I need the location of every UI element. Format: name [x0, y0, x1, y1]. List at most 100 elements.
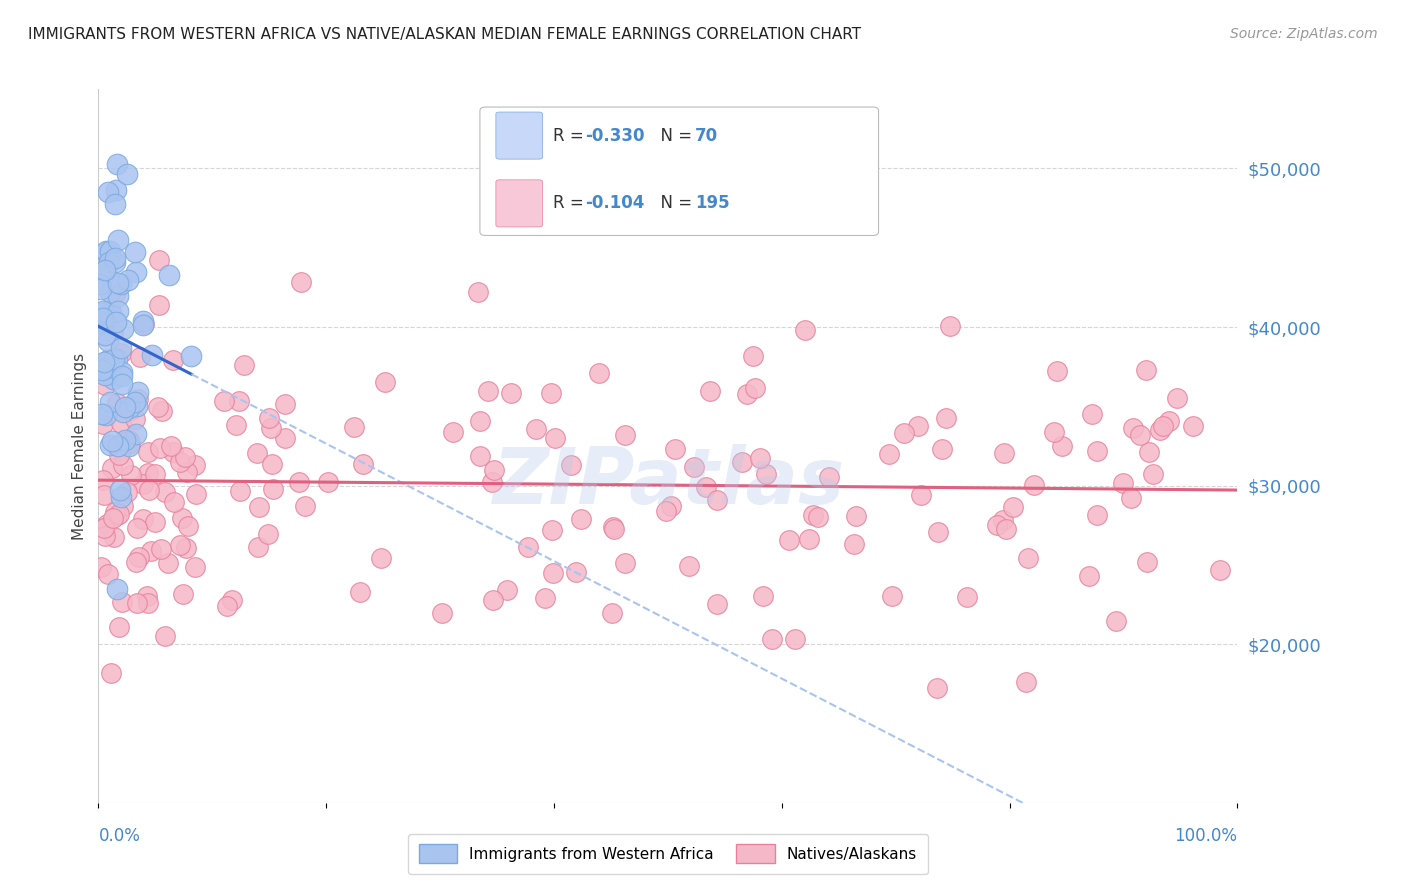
Point: [103, 325, 125, 339]
Point: [132, 314, 155, 328]
Point: [107, 448, 129, 462]
Point: [97, 567, 120, 582]
Point: [104, 196, 127, 211]
Point: [995, 523, 1018, 537]
Point: [148, 253, 170, 268]
Point: [157, 268, 180, 283]
Point: [1137, 445, 1160, 459]
Point: [103, 352, 125, 367]
FancyBboxPatch shape: [479, 107, 879, 235]
Point: [108, 507, 131, 521]
Point: [540, 386, 562, 401]
Point: [141, 348, 163, 362]
Point: [262, 457, 284, 471]
Point: [132, 476, 155, 491]
Point: [172, 511, 194, 525]
Point: [105, 157, 128, 171]
Point: [107, 303, 129, 318]
Point: [571, 512, 593, 526]
Point: [98, 395, 121, 409]
Point: [1105, 614, 1128, 628]
Point: [184, 487, 207, 501]
Point: [153, 629, 176, 643]
Point: [124, 412, 146, 426]
Point: [135, 589, 157, 603]
Point: [441, 425, 464, 439]
Point: [90, 282, 112, 296]
Point: [104, 255, 127, 269]
Point: [110, 341, 132, 355]
Point: [162, 353, 184, 368]
Point: [927, 525, 949, 540]
Point: [801, 508, 824, 522]
Point: [98, 285, 121, 300]
Point: [516, 540, 538, 554]
Point: [120, 467, 142, 482]
Point: [104, 505, 127, 519]
Point: [111, 376, 134, 391]
Point: [94, 378, 117, 392]
Point: [174, 450, 197, 464]
Point: [783, 632, 806, 646]
Point: [1015, 675, 1038, 690]
Point: [90, 560, 112, 574]
Text: -0.330: -0.330: [585, 127, 644, 145]
Point: [541, 566, 564, 581]
Text: R =: R =: [553, 194, 589, 212]
Point: [288, 475, 311, 490]
Point: [93, 355, 115, 369]
Text: 70: 70: [695, 127, 718, 145]
Point: [111, 595, 134, 609]
Point: [482, 463, 505, 477]
Point: [98, 244, 121, 258]
Point: [110, 443, 132, 458]
Point: [614, 427, 637, 442]
Point: [127, 392, 149, 406]
Point: [98, 302, 121, 317]
Point: [290, 275, 312, 289]
Text: ZIPatlas: ZIPatlas: [492, 443, 844, 520]
Point: [184, 458, 207, 472]
Point: [97, 353, 120, 368]
Point: [228, 393, 250, 408]
Point: [125, 596, 148, 610]
Point: [986, 517, 1008, 532]
Point: [96, 360, 118, 375]
Point: [481, 475, 503, 489]
Point: [132, 512, 155, 526]
Point: [683, 459, 706, 474]
Point: [748, 450, 770, 465]
Point: [94, 244, 117, 258]
Point: [125, 265, 148, 279]
Point: [104, 184, 127, 198]
Point: [1080, 407, 1102, 421]
Point: [706, 493, 728, 508]
Point: [93, 311, 115, 326]
Point: [470, 414, 492, 428]
Point: [1043, 425, 1066, 440]
Point: [1157, 414, 1180, 428]
Point: [136, 444, 159, 458]
Point: [90, 306, 112, 320]
Point: [1122, 420, 1144, 434]
Point: [180, 349, 202, 363]
Point: [128, 549, 150, 564]
Point: [136, 596, 159, 610]
Legend: Immigrants from Western Africa, Natives/Alaskans: Immigrants from Western Africa, Natives/…: [408, 834, 928, 873]
Point: [294, 499, 316, 513]
Point: [146, 400, 169, 414]
Point: [129, 350, 152, 364]
Point: [477, 384, 499, 398]
Point: [117, 272, 139, 286]
Point: [257, 410, 280, 425]
Point: [105, 315, 128, 329]
Point: [143, 467, 166, 482]
Point: [118, 433, 141, 447]
Point: [744, 381, 766, 395]
Point: [221, 593, 243, 607]
Point: [778, 533, 800, 547]
Point: [162, 445, 184, 459]
Text: 100.0%: 100.0%: [1174, 827, 1237, 845]
Point: [97, 185, 120, 199]
Point: [149, 541, 172, 556]
